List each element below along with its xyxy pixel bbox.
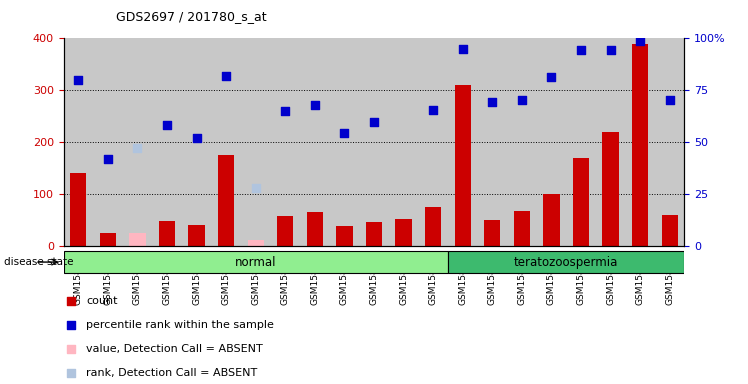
Bar — [654, 38, 684, 246]
Point — [65, 323, 77, 329]
Point — [663, 96, 675, 103]
Bar — [448, 38, 477, 246]
Point — [73, 77, 85, 83]
Point — [545, 74, 557, 80]
Point — [516, 96, 528, 103]
Text: teratozoospermia: teratozoospermia — [514, 256, 619, 268]
Point — [65, 370, 77, 376]
Bar — [64, 38, 94, 246]
Bar — [507, 38, 536, 246]
Point — [65, 346, 77, 353]
Bar — [425, 207, 441, 246]
Bar — [241, 38, 271, 246]
Text: normal: normal — [235, 256, 277, 268]
Point — [161, 122, 173, 128]
Bar — [182, 38, 212, 246]
Bar — [602, 132, 619, 246]
Bar — [278, 216, 293, 246]
Bar — [307, 212, 323, 246]
Text: rank, Detection Call = ABSENT: rank, Detection Call = ABSENT — [86, 368, 257, 379]
Bar — [595, 38, 625, 246]
Point — [338, 130, 350, 136]
Point — [220, 73, 232, 79]
Bar — [337, 226, 352, 246]
Bar — [330, 38, 359, 246]
Point — [191, 136, 203, 142]
Bar — [159, 221, 175, 246]
Text: count: count — [86, 296, 117, 306]
Text: disease state: disease state — [4, 257, 73, 267]
Bar — [536, 38, 566, 246]
Point — [102, 156, 114, 162]
Text: percentile rank within the sample: percentile rank within the sample — [86, 320, 274, 331]
Point — [457, 46, 469, 52]
Bar — [212, 38, 241, 246]
Bar — [300, 38, 330, 246]
Bar — [153, 38, 182, 246]
Bar — [271, 38, 300, 246]
Bar — [455, 85, 470, 246]
Bar — [661, 215, 678, 246]
Point — [575, 47, 587, 53]
Bar — [389, 38, 418, 246]
Bar — [484, 220, 500, 246]
Bar — [99, 233, 116, 246]
Bar — [248, 240, 264, 246]
Point — [250, 185, 262, 191]
Bar — [543, 194, 560, 246]
Bar — [123, 38, 153, 246]
Point — [368, 119, 380, 126]
Bar — [418, 38, 448, 246]
Bar — [632, 43, 649, 246]
Bar — [573, 157, 589, 246]
Bar — [396, 219, 411, 246]
Bar — [448, 251, 684, 273]
Bar — [129, 233, 146, 246]
Bar — [514, 210, 530, 246]
Point — [65, 298, 77, 305]
Point — [604, 47, 616, 53]
Point — [427, 107, 439, 113]
Bar — [625, 38, 654, 246]
Point — [279, 108, 291, 114]
Bar — [366, 222, 382, 246]
Bar — [70, 173, 87, 246]
Bar — [188, 225, 205, 246]
Bar — [359, 38, 389, 246]
Point — [309, 102, 321, 108]
Bar — [477, 38, 507, 246]
Point — [132, 145, 144, 151]
Bar — [566, 38, 595, 246]
Text: GDS2697 / 201780_s_at: GDS2697 / 201780_s_at — [116, 10, 266, 23]
Bar — [64, 251, 448, 273]
Point — [634, 38, 646, 44]
Text: value, Detection Call = ABSENT: value, Detection Call = ABSENT — [86, 344, 263, 354]
Point — [486, 99, 498, 105]
Bar — [218, 155, 234, 246]
Bar — [94, 38, 123, 246]
